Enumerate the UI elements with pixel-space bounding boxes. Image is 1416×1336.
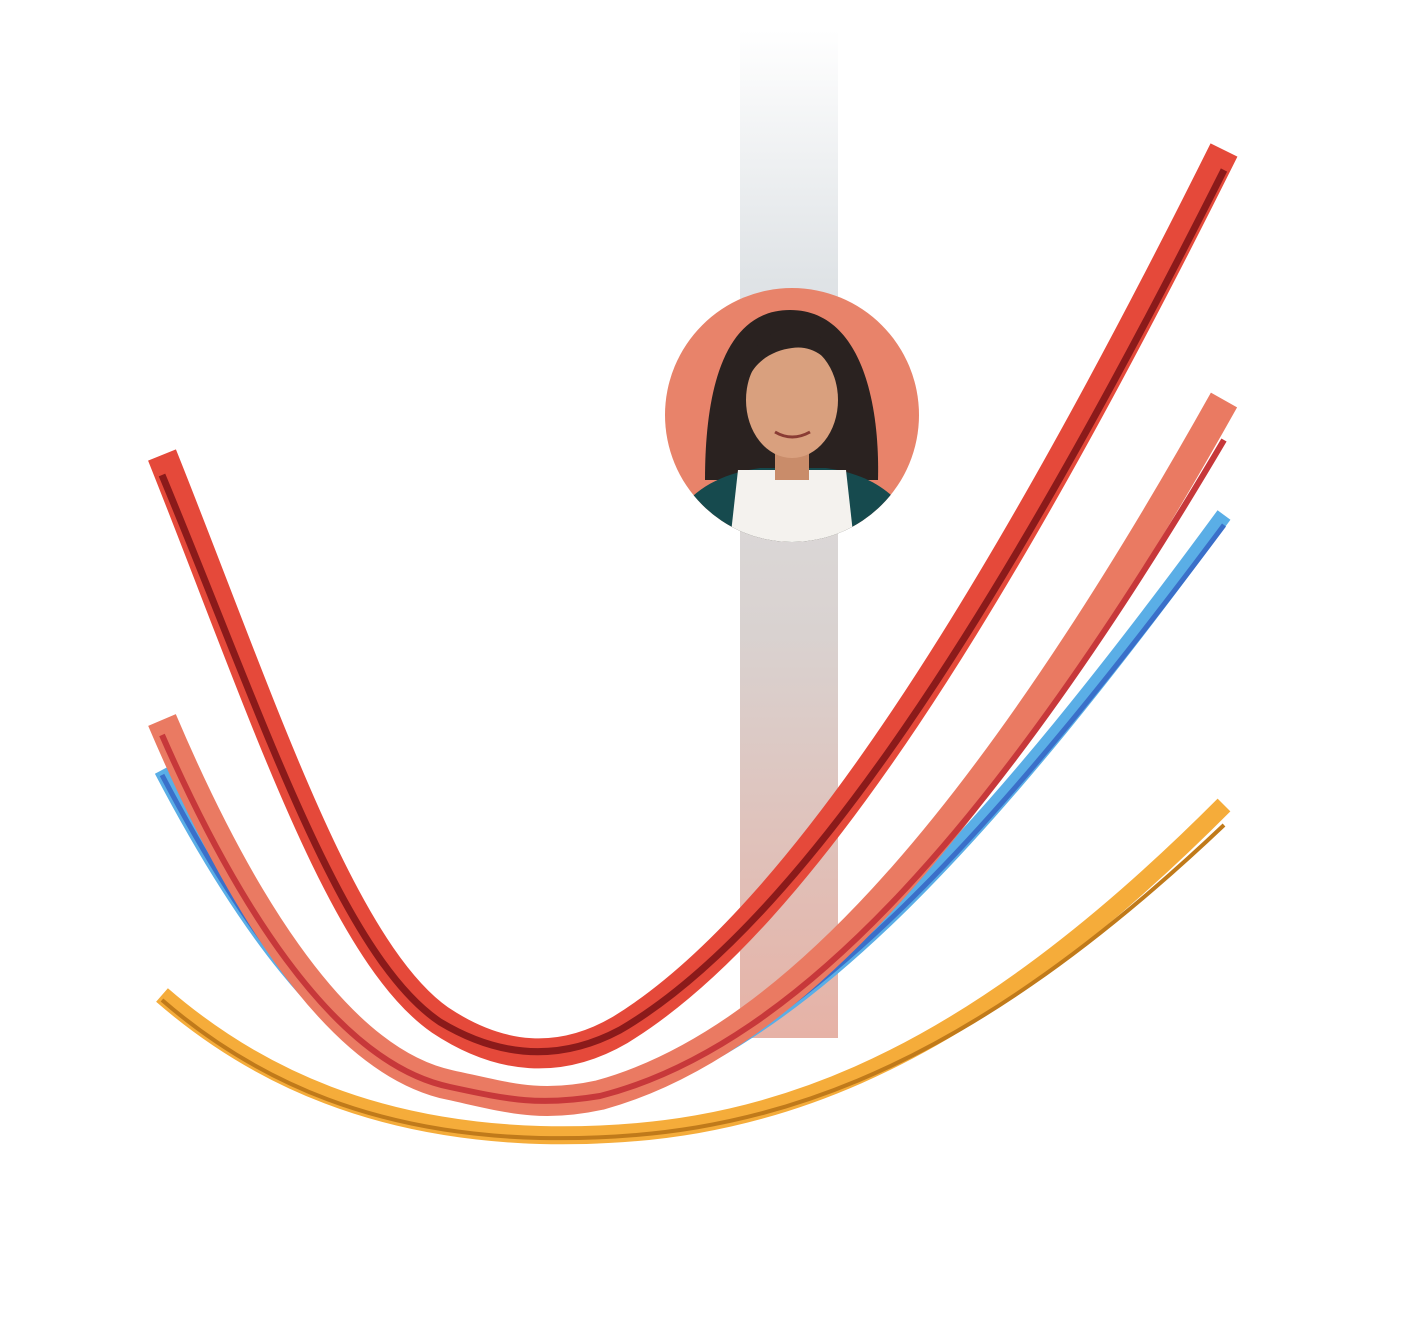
smile <box>774 430 811 439</box>
face <box>746 342 838 458</box>
orange-band <box>156 798 1231 1145</box>
curves <box>148 143 1238 1145</box>
portrait <box>665 288 919 542</box>
red-band <box>148 143 1238 1069</box>
salmon-band <box>148 392 1238 1117</box>
orange-line <box>160 823 1226 1141</box>
shirt <box>728 470 856 542</box>
salmon-line <box>159 438 1227 1104</box>
red-line <box>158 168 1228 1056</box>
fringe <box>748 330 839 380</box>
